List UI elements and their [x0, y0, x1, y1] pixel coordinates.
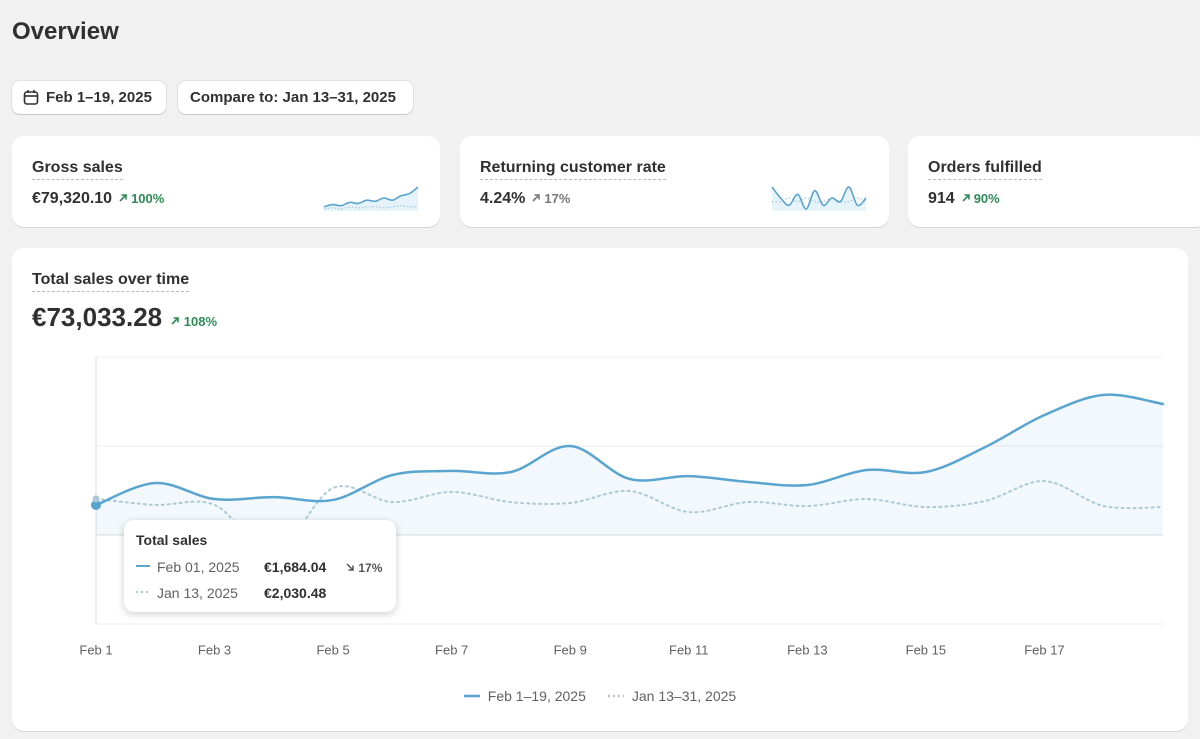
chart-total: €73,033.28 108%: [32, 302, 217, 333]
metric-change-text: 90%: [973, 191, 1000, 206]
metric-label: Orders fulfilled: [928, 159, 1042, 180]
tooltip-date: Jan 13, 2025: [157, 585, 238, 601]
sparkline-compare: [771, 197, 867, 203]
legend: Feb 1–19, 2025 Jan 13–31, 2025: [0, 688, 1200, 704]
x-tick-label: Feb 5: [316, 642, 349, 657]
arrow-path: [962, 194, 970, 202]
tooltip: Total sales Feb 01, 2025 €1,684.04 17% J…: [124, 520, 396, 612]
legend-label: Jan 13–31, 2025: [631, 688, 737, 704]
legend-swatch: [463, 694, 480, 698]
calendar-icon: [23, 90, 39, 105]
legend-item: Feb 1–19, 2025: [463, 688, 586, 704]
metric-value-text: 914: [928, 190, 955, 207]
metric-change-text: 100%: [131, 191, 165, 206]
sparkline: [771, 186, 867, 211]
metric-value-text: €79,320.10: [32, 190, 113, 207]
total-value: €73,033.28: [32, 302, 163, 332]
down-arrow: [346, 563, 354, 571]
chart-title: Total sales over time: [32, 271, 190, 292]
metric-change: 17%: [531, 191, 570, 206]
arrow-path: [532, 194, 541, 202]
tooltip-swatch: [136, 591, 150, 593]
x-tick-label: Feb 17: [1024, 642, 1064, 657]
tooltip-date: Feb 01, 2025: [157, 559, 240, 575]
tooltip-change-text: 17%: [358, 561, 383, 575]
up-arrow: [171, 317, 179, 325]
metric-label: Returning customer rate: [480, 159, 666, 180]
up-arrow: [532, 194, 541, 202]
metric-change: 90%: [961, 191, 1000, 206]
x-tick-label: Feb 11: [669, 642, 709, 657]
up-arrow: [962, 194, 970, 202]
metric-change-text: 17%: [544, 191, 571, 206]
metric-card: Orders fulfilled 914 90%: [908, 136, 1200, 227]
sparkline-compare: [323, 205, 419, 210]
area: [96, 394, 1163, 535]
metric-value: 4.24% 17%: [480, 190, 570, 208]
arrow-path: [119, 194, 127, 202]
sparkline-line: [323, 186, 419, 208]
tooltip-value: €1,684.04: [264, 559, 327, 575]
legend-item: Jan 13–31, 2025: [607, 688, 737, 704]
sparkline-line: [771, 186, 867, 210]
metric-card: Gross sales €79,320.10 100%: [12, 136, 440, 227]
total-change-text: 108%: [183, 314, 218, 329]
total-change: 108%: [170, 314, 217, 329]
x-tick-label: Feb 3: [198, 642, 231, 657]
x-tick-label: Feb 9: [554, 642, 587, 657]
up-arrow: [119, 194, 127, 202]
page-title: Overview: [12, 18, 119, 45]
date-range-text: Feb 1–19, 2025: [46, 89, 152, 106]
metric-label: Gross sales: [32, 159, 123, 180]
x-tick-label: Feb 1: [79, 642, 112, 657]
compare-button[interactable]: Compare to: Jan 13–31, 2025: [178, 81, 413, 114]
legend-label: Feb 1–19, 2025: [487, 688, 586, 704]
tooltip-swatch: [136, 565, 150, 567]
tooltip-title: Total sales: [136, 532, 208, 548]
metric-value-text: 4.24%: [480, 190, 526, 207]
metric-value: 914 90%: [928, 190, 1000, 208]
x-tick-label: Feb 15: [906, 642, 946, 657]
tooltip-change: 17%: [346, 561, 382, 575]
x-tick-label: Feb 13: [787, 642, 827, 657]
series-line: [94, 393, 1165, 507]
x-tick-label: Feb 7: [435, 642, 468, 657]
metric-change: 100%: [118, 191, 164, 206]
metric-card: Returning customer rate 4.24% 17%: [460, 136, 889, 227]
sparkline: [323, 186, 419, 211]
legend-swatch: [607, 694, 624, 698]
hover-marker: [91, 500, 101, 511]
metric-value: €79,320.10 100%: [32, 190, 164, 208]
tooltip-value: €2,030.48: [264, 585, 327, 601]
sparkline-area: [324, 187, 418, 211]
compare-text: Compare to: Jan 13–31, 2025: [190, 89, 396, 106]
hover-marker: [92, 495, 100, 503]
date-range-button[interactable]: Feb 1–19, 2025: [12, 81, 166, 114]
chart-card: Total sales over time €73,033.28 108%: [12, 248, 1188, 731]
